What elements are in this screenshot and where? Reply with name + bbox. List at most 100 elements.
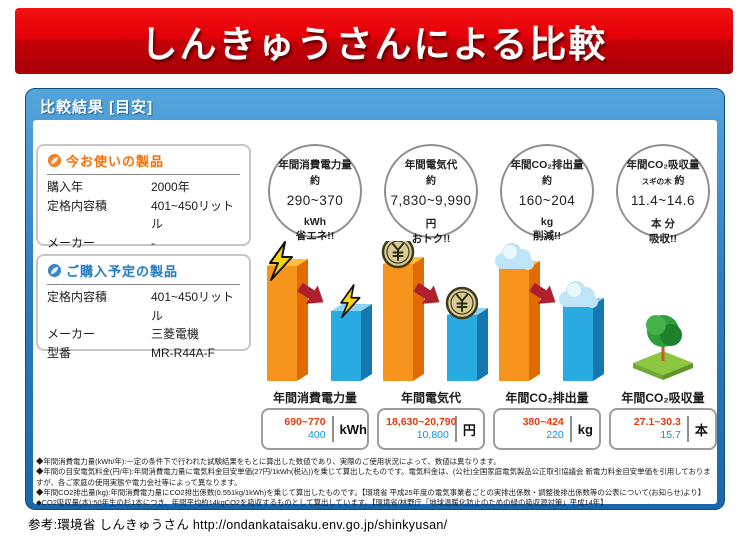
old-value: 18,630~20,790 bbox=[386, 416, 457, 428]
bubble-approx: 約 bbox=[542, 176, 552, 187]
decrease-arrow-icon bbox=[413, 282, 440, 304]
footnote-line: ◆CO2吸収量(本):50年生の杉1本につき、年間平均約14kgCO2を吸収する… bbox=[36, 498, 608, 508]
spec-value: 401~450リットル bbox=[151, 198, 235, 232]
footnote-line: ◆年間の目安電気料金(円/年):年間消費電力量に電気料金目安単価(27円/1kW… bbox=[36, 467, 711, 487]
spec-value: 三菱電機 bbox=[151, 327, 200, 341]
new-product-bar bbox=[447, 315, 477, 381]
bubble-value: 7,830~9,990 bbox=[390, 193, 472, 208]
summary-bubble-power: 年間消費電力量 約 290~370 kWh 省エネ!! bbox=[268, 144, 362, 242]
planned-product-header: ご購入予定の製品 bbox=[47, 261, 240, 285]
value-unit: kg bbox=[577, 421, 593, 437]
bubble-tagline: おトク!! bbox=[411, 233, 451, 245]
bars-co2-emission bbox=[495, 243, 604, 381]
yen-coin-icon bbox=[445, 286, 479, 320]
cloud-icon bbox=[559, 281, 598, 308]
bubble-title: 年間電気代 bbox=[404, 159, 458, 171]
old-value: 380~424 bbox=[522, 416, 564, 428]
chart-column-label: 年間消費電力量 bbox=[272, 391, 357, 405]
comparison-value-box: 380~424 220 kg bbox=[493, 408, 601, 450]
panel-title: 比較結果 [目安] bbox=[40, 99, 154, 116]
bubble-tagline: 削減!! bbox=[533, 230, 561, 242]
comparison-value-box: 27.1~30.3 15.7 本 bbox=[609, 408, 717, 450]
chart-column-label: 年間電気代 bbox=[400, 391, 461, 405]
spec-row: メーカー - bbox=[47, 234, 240, 253]
chart-column-co2-absorption: 年間CO₂吸収量 スギの木 約 11.4~14.6 本 分 吸収!! bbox=[605, 142, 721, 472]
spec-row: メーカー 三菱電機 bbox=[47, 325, 240, 344]
spec-row: 購入年 2000年 bbox=[47, 178, 240, 197]
comparison-value-box: 690~770 400 kWh bbox=[261, 408, 369, 450]
planned-product-card: ご購入予定の製品 定格内容積 401~450リットル メーカー 三菱電機 型番 … bbox=[36, 254, 251, 360]
spec-value: 401~450リットル bbox=[151, 290, 235, 323]
leaf-icon bbox=[47, 263, 62, 278]
bubble-approx: 約 bbox=[426, 176, 436, 187]
planned-product-specs: 定格内容積 401~450リットル メーカー 三菱電機 型番 MR-R44A-F bbox=[47, 285, 240, 362]
spec-value: 2000年 bbox=[151, 180, 190, 194]
value-numbers: 690~770 400 bbox=[263, 416, 334, 442]
current-product-card: 今お使いの製品 購入年 2000年 定格内容積 401~450リットル メーカー… bbox=[36, 144, 251, 268]
bubble-unit: kg bbox=[540, 216, 554, 228]
spec-label: 定格内容積 bbox=[47, 198, 108, 213]
chart-column-cost: 年間電気代 約 7,830~9,990 円 おトク!! bbox=[373, 142, 489, 472]
summary-bubble-co2-emission: 年間CO₂排出量 約 160~204 kg 削減!! bbox=[500, 144, 594, 242]
new-value: 15.7 bbox=[660, 429, 681, 441]
old-value: 27.1~30.3 bbox=[633, 416, 681, 428]
old-value: 690~770 bbox=[284, 416, 326, 428]
bubble-value: 11.4~14.6 bbox=[631, 193, 695, 208]
chart-column-power: 年間消費電力量 約 290~370 kWh 省エネ!! bbox=[257, 142, 373, 472]
spec-label: 購入年 bbox=[47, 180, 84, 194]
new-value: 10,800 bbox=[416, 429, 449, 441]
old-product-bar bbox=[499, 268, 529, 381]
bubble-tagline: 省エネ!! bbox=[295, 230, 335, 242]
current-product-header: 今お使いの製品 bbox=[47, 151, 240, 175]
tree-icon bbox=[633, 315, 693, 380]
old-product-bar bbox=[267, 266, 297, 381]
bubble-title: 年間消費電力量 bbox=[278, 159, 352, 171]
page-title: しんきゅうさんによる比較 bbox=[140, 24, 608, 65]
bubble-value: 290~370 bbox=[286, 193, 344, 208]
bubble-approx: 約 bbox=[310, 176, 320, 187]
lightning-bolt-icon bbox=[269, 241, 293, 281]
app-header: しんきゅうさんによる比較 bbox=[15, 8, 733, 74]
bubble-unit: 本 分 bbox=[651, 218, 675, 230]
value-unit: 円 bbox=[462, 422, 476, 438]
bubble-title: 年間CO₂排出量 bbox=[510, 159, 584, 171]
spec-label: 定格内容積 bbox=[47, 290, 108, 304]
summary-bubble-co2-absorption: 年間CO₂吸収量 スギの木 約 11.4~14.6 本 分 吸収!! bbox=[616, 144, 710, 245]
value-unit: kWh bbox=[339, 421, 367, 437]
chart-column-label: 年間CO₂吸収量 bbox=[621, 391, 705, 405]
value-unit: 本 bbox=[694, 422, 708, 438]
comparison-chart: 年間消費電力量 約 290~370 kWh 省エネ!! bbox=[257, 142, 719, 472]
new-value: 220 bbox=[546, 429, 564, 441]
old-product-bar bbox=[383, 264, 413, 381]
yen-coin-icon bbox=[381, 241, 415, 269]
value-numbers: 27.1~30.3 15.7 bbox=[618, 416, 689, 442]
spec-label: メーカー bbox=[47, 327, 96, 341]
bubble-approx: スギの木 約 bbox=[641, 176, 685, 187]
current-product-title: 今お使いの製品 bbox=[66, 154, 165, 169]
chart-column-label: 年間CO₂排出量 bbox=[505, 391, 589, 405]
value-numbers: 18,630~20,790 10,800 bbox=[386, 416, 457, 442]
bars-power bbox=[267, 241, 372, 381]
spec-row: 型番 MR-R44A-F bbox=[47, 344, 240, 363]
spec-label: 型番 bbox=[47, 345, 72, 360]
bubble-value: 160~204 bbox=[518, 193, 576, 208]
tree-area bbox=[633, 315, 693, 380]
decrease-arrow-icon bbox=[297, 282, 324, 304]
comparison-value-box: 18,630~20,790 10,800 円 bbox=[377, 408, 485, 450]
cloud-icon bbox=[495, 243, 534, 270]
spec-row: 定格内容積 401~450リットル bbox=[47, 288, 240, 325]
footnote-line: ◆年間消費電力量(kWh/年):一定の条件下で行われた試験結果をもとに算出した数… bbox=[36, 457, 501, 466]
footnote-line: ◆年間CO2排出量(kg):年間消費電力量にCO2排出係数(0.551kg/1k… bbox=[36, 488, 706, 498]
spec-label: メーカー bbox=[47, 235, 96, 250]
new-product-bar bbox=[331, 311, 361, 381]
summary-bubble-cost: 年間電気代 約 7,830~9,990 円 おトク!! bbox=[384, 144, 478, 245]
footnotes: ◆年間消費電力量(kWh/年):一定の条件下で行われた試験結果をもとに算出した数… bbox=[36, 457, 714, 509]
new-value: 400 bbox=[308, 429, 326, 441]
planned-product-title: ご購入予定の製品 bbox=[66, 264, 179, 279]
panel-body: 今お使いの製品 購入年 2000年 定格内容積 401~450リットル メーカー… bbox=[33, 120, 719, 507]
lightning-bolt-icon bbox=[340, 284, 361, 319]
bars-cost bbox=[381, 241, 488, 381]
new-product-bar bbox=[563, 305, 593, 381]
bubble-tagline: 吸収!! bbox=[649, 233, 677, 245]
